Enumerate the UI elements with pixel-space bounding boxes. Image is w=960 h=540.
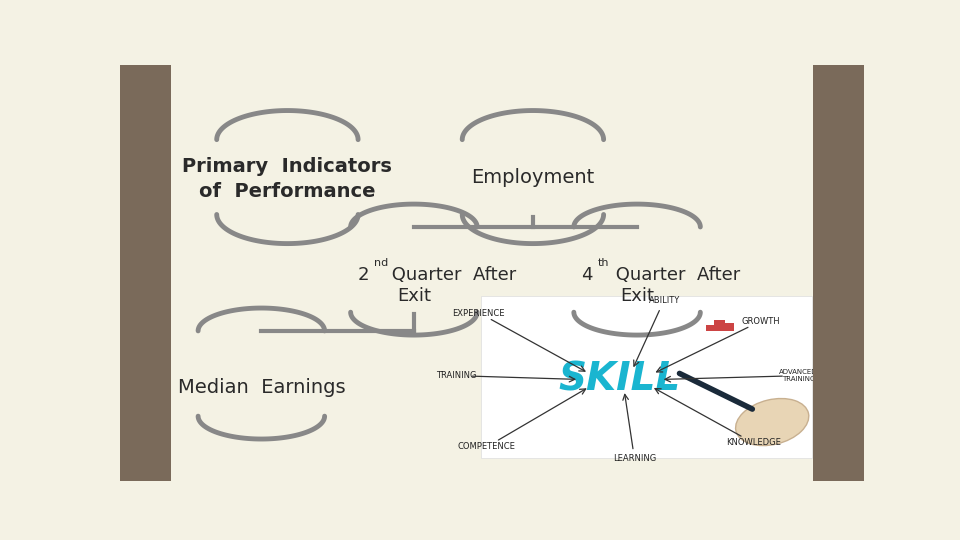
Text: LEARNING: LEARNING [613,454,657,463]
Text: of  Performance: of Performance [199,182,375,201]
Text: KNOWLEDGE: KNOWLEDGE [727,438,781,447]
Text: TRAINING: TRAINING [436,371,476,380]
Text: Primary  Indicators: Primary Indicators [182,157,393,176]
Text: ADVANCED
TRAINING: ADVANCED TRAINING [780,369,818,382]
Ellipse shape [735,399,808,445]
Text: ABILITY: ABILITY [649,296,680,306]
Text: Exit: Exit [620,287,654,305]
Text: Employment: Employment [471,167,594,186]
Text: Quarter  After: Quarter After [386,266,516,284]
Text: 4: 4 [581,266,592,284]
FancyBboxPatch shape [120,65,171,481]
Text: th: th [598,258,610,268]
Text: Quarter  After: Quarter After [610,266,740,284]
Text: COMPETENCE: COMPETENCE [457,442,515,451]
Bar [714,320,726,331]
Text: EXPERIENCE: EXPERIENCE [452,309,505,318]
Bar [706,325,717,331]
Text: Exit: Exit [396,287,431,305]
Bar [723,323,733,331]
Text: GROWTH: GROWTH [742,317,780,326]
Text: Median  Earnings: Median Earnings [178,377,346,396]
Text: nd: nd [374,258,389,268]
FancyBboxPatch shape [481,295,812,458]
Text: 2: 2 [358,266,370,284]
FancyBboxPatch shape [813,65,864,481]
Text: SKILL: SKILL [559,361,681,399]
